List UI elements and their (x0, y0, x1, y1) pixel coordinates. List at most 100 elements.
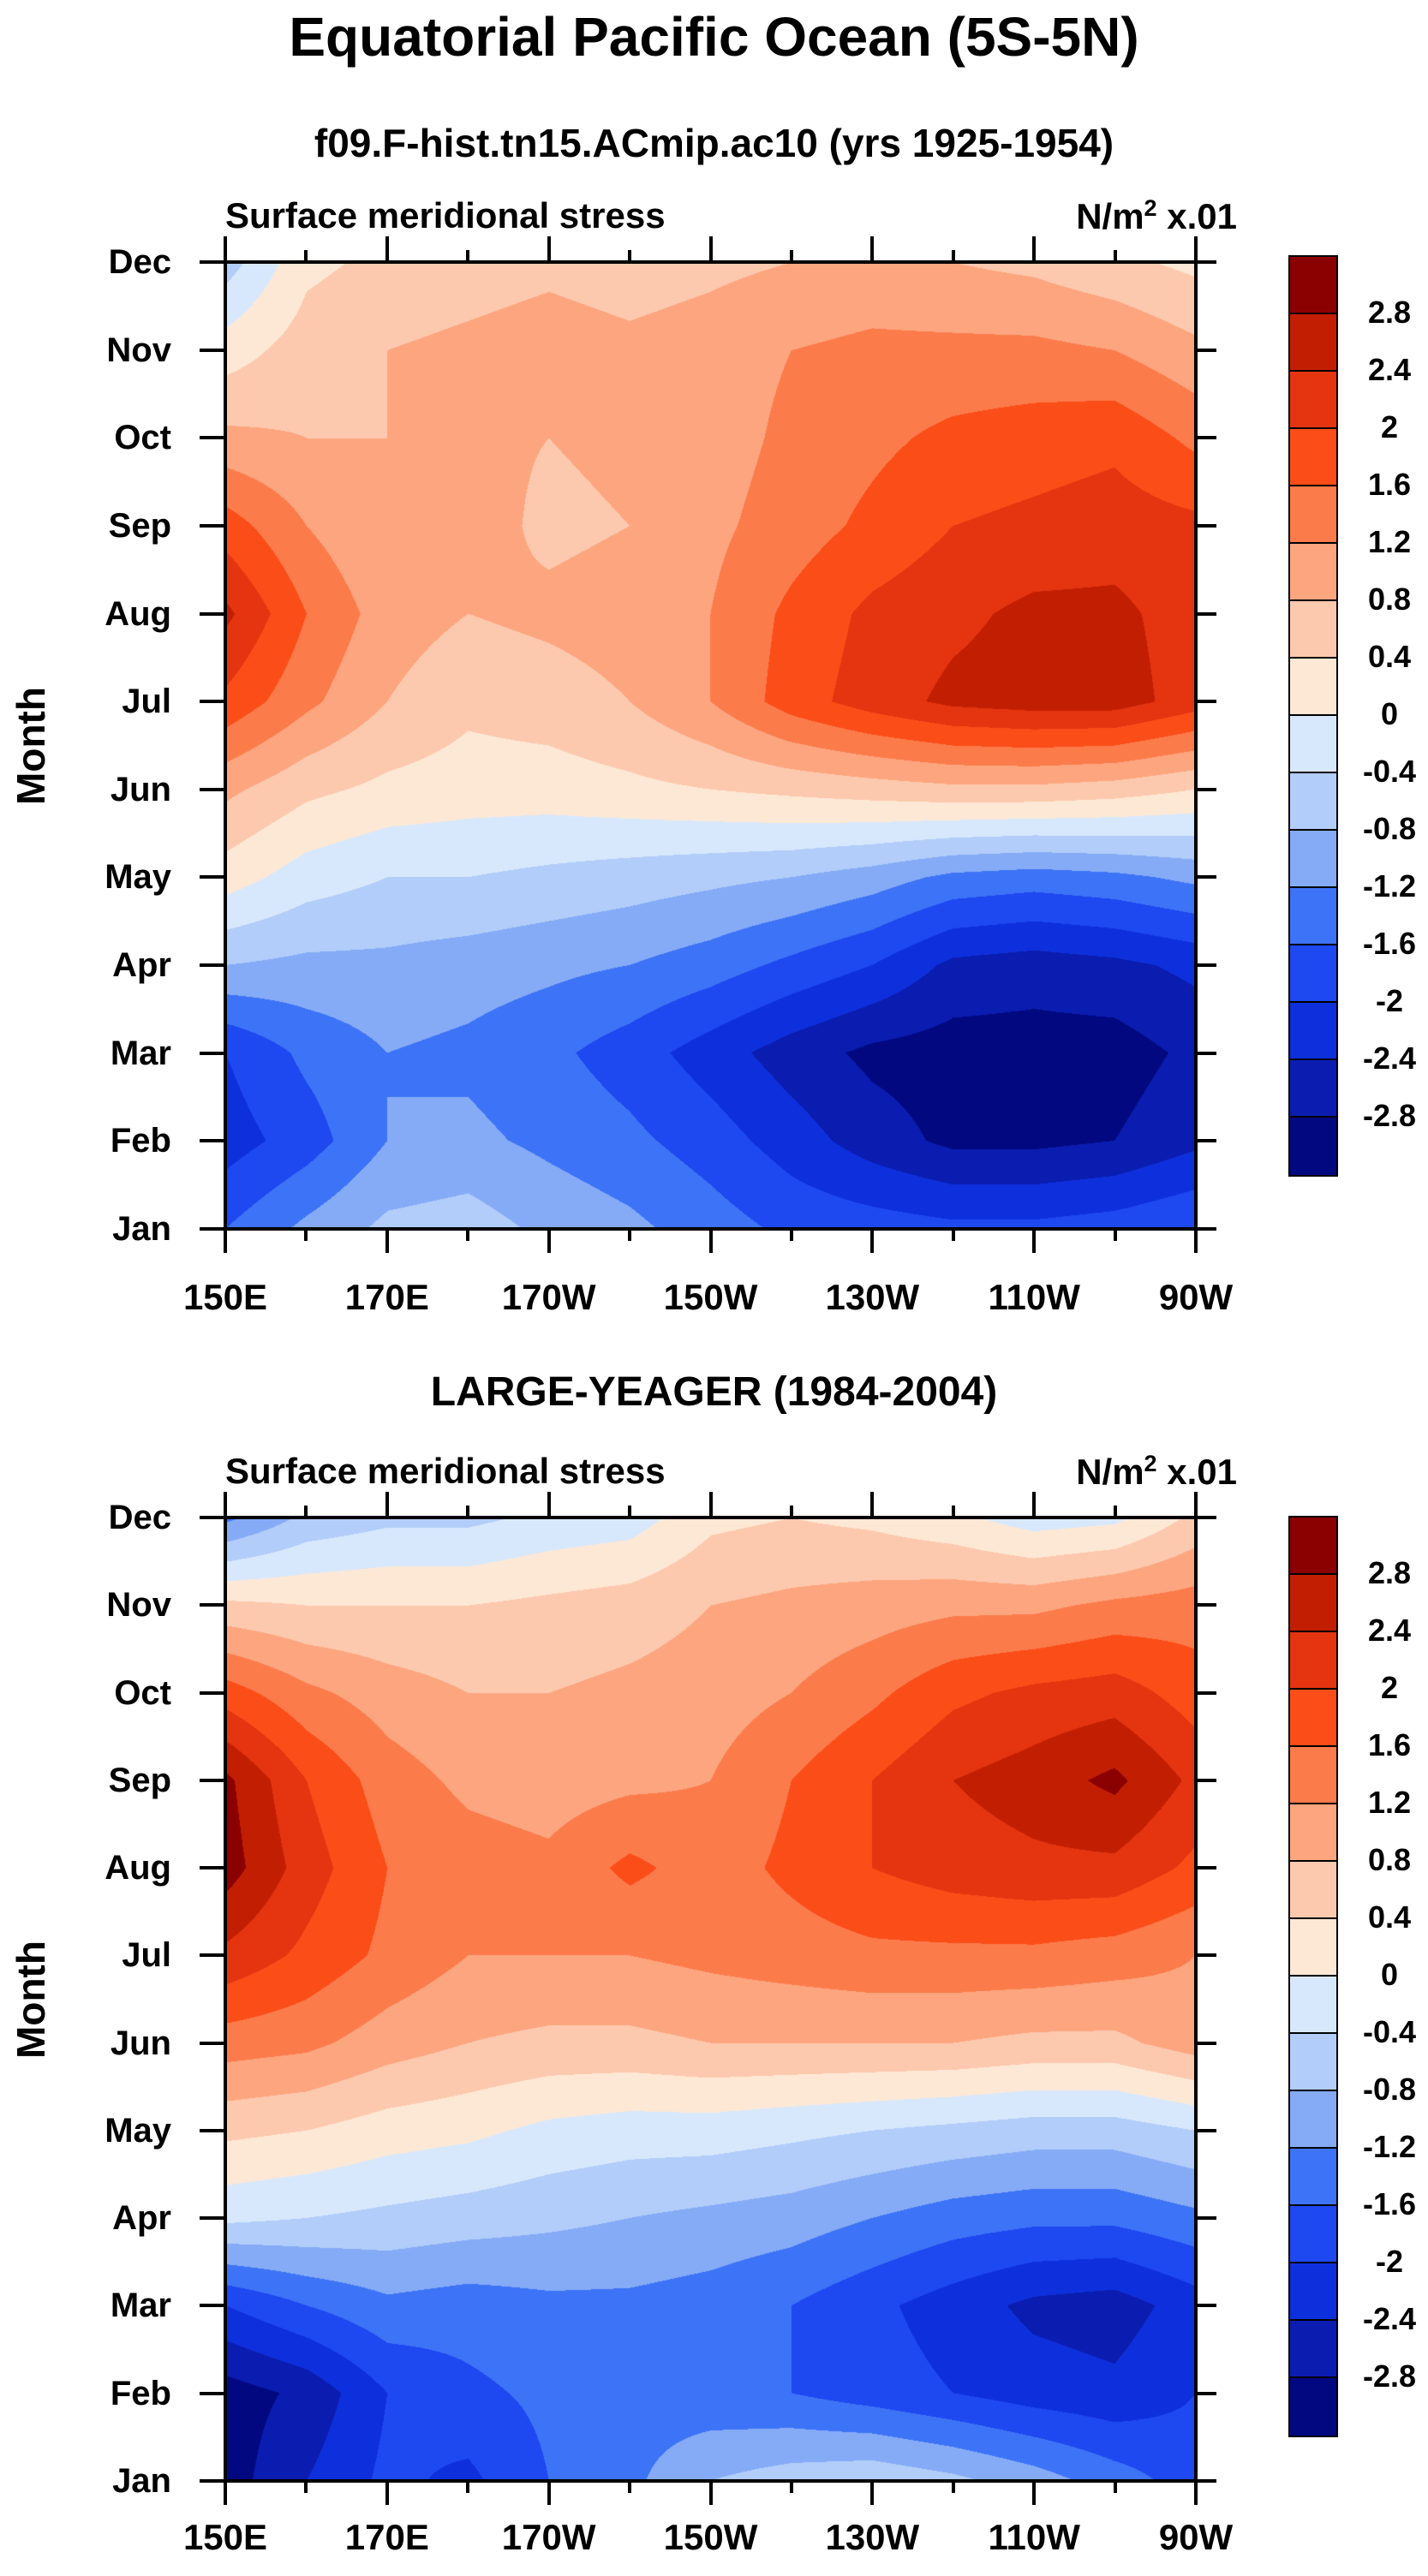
x-tick-label: 110W (988, 2517, 1080, 2557)
units-text: N/m (1076, 1452, 1144, 1492)
colorbar-cell (1290, 1632, 1336, 1690)
colorbar-cell (1290, 773, 1336, 831)
month-tick-label: Oct (114, 419, 171, 457)
month-tick-right (1196, 523, 1216, 528)
colorbar-tick-label: 1.6 (1367, 1727, 1412, 1762)
month-tick-right (1196, 348, 1216, 352)
x-minor-tick-top (466, 250, 470, 262)
colorbar-cell (1290, 2149, 1336, 2206)
month-tick-right (1196, 1690, 1216, 1695)
month-tick-right (1196, 1953, 1216, 1958)
month-tick-label: Oct (114, 1673, 171, 1712)
x-minor-tick-bottom (789, 1229, 793, 1241)
x-major-tick-top (1194, 1492, 1198, 1518)
colorbar (1288, 255, 1338, 1177)
month-tick-left (200, 2479, 225, 2483)
x-minor-tick-top (951, 250, 955, 262)
colorbar-tick-label: 2.8 (1367, 295, 1412, 330)
colorbar-tick-label: 2.8 (1367, 1555, 1412, 1590)
x-major-tick-bottom (547, 1229, 551, 1253)
colorbar-cell (1290, 2206, 1336, 2263)
x-major-tick-top (224, 1492, 227, 1518)
month-tick-label: Apr (112, 946, 171, 985)
y-axis-title: Month (9, 686, 53, 805)
x-major-tick-top (870, 1492, 875, 1518)
month-tick-right (1196, 963, 1216, 968)
x-minor-tick-top (304, 250, 308, 262)
colorbar-cell (1290, 2091, 1336, 2149)
colorbar-cell (1290, 544, 1336, 601)
x-minor-tick-top (789, 250, 793, 262)
colorbar-tick-label: 1.6 (1367, 467, 1412, 502)
colorbar-tick-label: -2.4 (1362, 2301, 1417, 2336)
month-tick-right (1196, 2216, 1216, 2221)
month-tick-left (200, 1227, 225, 1231)
colorbar-tick-label: 1.2 (1367, 1785, 1412, 1820)
units-text: 2 (1144, 1451, 1157, 1476)
month-tick-left (200, 2391, 225, 2395)
month-tick-label: May (105, 2111, 171, 2150)
x-major-tick-bottom (224, 2481, 227, 2505)
month-tick-label: Mar (110, 2287, 171, 2325)
x-major-tick-bottom (708, 2481, 713, 2505)
month-tick-label: Aug (105, 594, 171, 633)
contour-plot-canvas (225, 262, 1196, 1229)
month-tick-right (1196, 2479, 1216, 2483)
colorbar-tick-label: -2.4 (1362, 1041, 1417, 1076)
colorbar-cell (1290, 1518, 1336, 1575)
x-tick-label: 170W (501, 1277, 596, 1317)
month-tick-left (200, 2128, 225, 2132)
x-minor-tick-bottom (628, 2481, 632, 2493)
colorbar-tick-label: 2 (1380, 1670, 1399, 1705)
month-tick-left (200, 1778, 225, 1782)
x-tick-label: 170W (501, 2517, 596, 2557)
month-tick-right (1196, 1603, 1216, 1607)
month-tick-left (200, 963, 225, 968)
colorbar-tick-label: -0.4 (1362, 2014, 1417, 2049)
month-tick-right (1196, 2041, 1216, 2045)
colorbar-cell (1290, 1575, 1336, 1632)
x-major-tick-top (1194, 236, 1198, 262)
month-tick-right (1196, 1139, 1216, 1143)
month-tick-label: Feb (110, 2374, 171, 2412)
x-major-tick-bottom (1194, 1229, 1198, 1253)
month-tick-label: Aug (105, 1849, 171, 1887)
month-tick-right (1196, 2128, 1216, 2132)
colorbar-cell (1290, 601, 1336, 659)
month-tick-left (200, 348, 225, 352)
month-tick-label: Dec (108, 243, 171, 281)
x-major-tick-top (385, 1492, 389, 1518)
colorbar-cell (1290, 659, 1336, 716)
x-major-tick-bottom (870, 2481, 875, 2505)
colorbar-tick-label: 1.2 (1367, 524, 1412, 559)
month-tick-label: Sep (108, 506, 171, 545)
x-major-tick-bottom (385, 1229, 389, 1253)
month-tick-right (1196, 1227, 1216, 1231)
colorbar-cell (1290, 1060, 1336, 1118)
colorbar-tick-label: 2.4 (1367, 352, 1412, 387)
month-tick-label: Jun (110, 770, 171, 808)
x-minor-tick-bottom (304, 1229, 308, 1241)
month-tick-right (1196, 1866, 1216, 1870)
month-tick-left (200, 523, 225, 528)
month-tick-right (1196, 436, 1216, 440)
x-major-tick-bottom (1194, 2481, 1198, 2505)
colorbar-tick-label: -1.6 (1362, 2186, 1417, 2221)
x-minor-tick-top (951, 1506, 955, 1518)
panel-title: f09.F-hist.tn15.ACmip.ac10 (yrs 1925-195… (314, 121, 1114, 165)
month-tick-right (1196, 1516, 1216, 1519)
colorbar-tick-label: 0 (1380, 1957, 1399, 1992)
contour-plot-canvas (225, 1518, 1196, 2481)
month-tick-right (1196, 787, 1216, 791)
panel-units-label: N/m2 x.01 (771, 1451, 1237, 1502)
x-minor-tick-bottom (304, 2481, 308, 2493)
colorbar-cell (1290, 314, 1336, 372)
colorbar-cell (1290, 2321, 1336, 2378)
month-tick-label: Feb (110, 1122, 171, 1160)
colorbar-cell (1290, 831, 1336, 888)
month-tick-label: Nov (106, 331, 171, 369)
month-tick-right (1196, 2304, 1216, 2308)
colorbar-cell (1290, 1977, 1336, 2034)
x-minor-tick-bottom (628, 1229, 632, 1241)
